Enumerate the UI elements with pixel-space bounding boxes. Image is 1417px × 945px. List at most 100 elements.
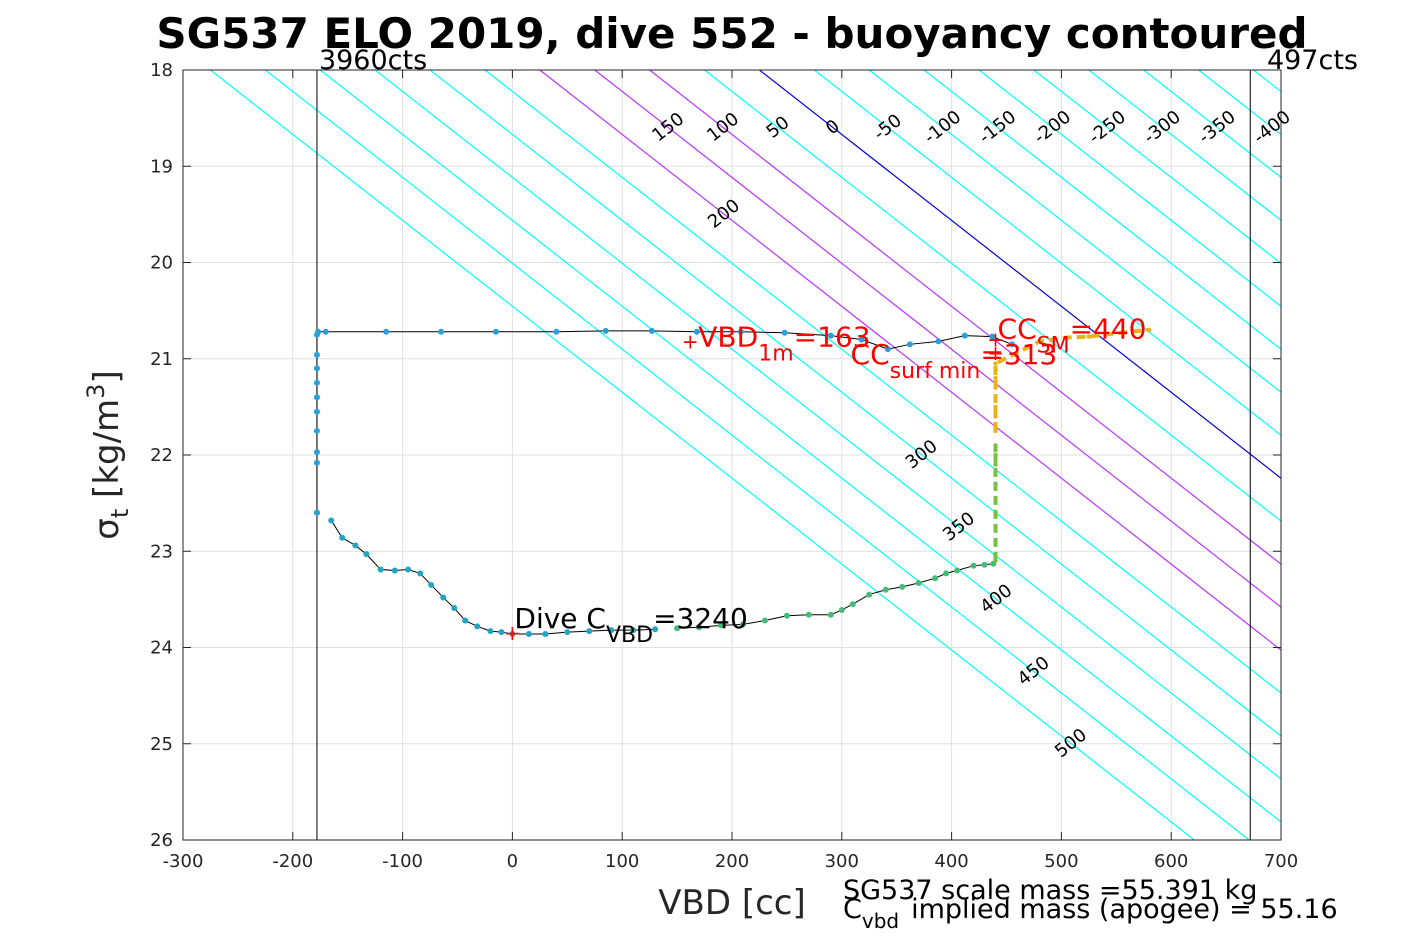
x-tick-label: 300: [825, 851, 859, 872]
data-point: [993, 414, 998, 419]
data-point: [884, 346, 891, 353]
data-point: [981, 561, 988, 568]
marker-label-value: =163: [794, 320, 871, 353]
data-point: [993, 447, 998, 453]
implied-mass-c: C: [843, 894, 862, 925]
data-point: [961, 332, 968, 339]
implied-mass-rest: implied mass (apogee) = 55.16: [911, 894, 1338, 925]
data-point: [352, 542, 359, 549]
y-tick-label: 18: [150, 60, 173, 81]
contour-line: [1088, 70, 1281, 222]
y-tick-label: 22: [150, 445, 173, 466]
x-tick-label: 600: [1154, 851, 1188, 872]
data-point: [313, 365, 320, 372]
contour-line: [704, 70, 1281, 522]
data-point: [383, 328, 390, 335]
data-point: [993, 443, 998, 448]
data-point: [313, 351, 320, 358]
data-point: [827, 611, 834, 618]
data-point: [849, 601, 856, 608]
marker-label-sub: 1m: [758, 341, 793, 366]
data-point: [761, 617, 768, 624]
data-point: [993, 558, 998, 564]
count-label: 497cts: [1267, 45, 1358, 76]
marker-plus: +: [987, 341, 1004, 365]
y-label-units: [kg/m: [87, 399, 127, 498]
data-point: [1103, 332, 1108, 337]
data-point: [906, 341, 913, 348]
data-point: [993, 395, 998, 400]
data-point: [915, 580, 922, 587]
data-point: [363, 551, 370, 558]
data-point: [737, 328, 744, 335]
svg-text:σt [kg/m3]: σt [kg/m3]: [82, 370, 134, 539]
data-point: [487, 628, 494, 635]
data-point: [989, 333, 996, 340]
data-point: [943, 570, 950, 577]
data-point: [970, 562, 977, 569]
data-point: [586, 628, 593, 635]
data-point: [932, 575, 939, 582]
data-point: [993, 404, 998, 410]
data-point: [838, 606, 845, 613]
data-point: [564, 629, 571, 636]
data-point: [553, 328, 560, 335]
x-axis-label: VBD [cc]: [658, 883, 806, 923]
data-point: [993, 524, 998, 530]
contour-line: [539, 70, 1281, 651]
y-label-sub: t: [106, 509, 134, 518]
data-point: [993, 428, 998, 434]
data-point: [1136, 328, 1141, 334]
data-point: [1008, 341, 1015, 348]
contour-line: [759, 70, 1281, 479]
marker-label-value: =3240: [653, 602, 748, 635]
data-point: [805, 611, 812, 618]
y-label-sigma: σ: [87, 518, 127, 540]
y-label-sup: 3: [82, 384, 110, 399]
data-point: [652, 626, 659, 633]
data-point: [1147, 327, 1152, 333]
data-point: [313, 408, 320, 415]
marker-label-main: CC: [998, 312, 1037, 345]
data-point: [630, 627, 637, 634]
data-point: [781, 329, 788, 336]
marker-plus: +: [682, 329, 699, 353]
data-point: [899, 583, 906, 590]
data-point: [525, 631, 532, 638]
y-tick-label: 19: [150, 156, 173, 177]
x-axis-ticks: -300 -200 -100 0 100 200 300 400 500 600 700: [163, 70, 1298, 872]
data-point: [428, 581, 435, 588]
data-point: [993, 539, 998, 544]
data-point: [993, 361, 998, 366]
marker-label: CCsurf min=313: [851, 338, 1058, 384]
data-point: [739, 621, 746, 628]
marker-label-value: =440: [1070, 312, 1147, 345]
data-point: [313, 459, 320, 466]
data-point: [1037, 339, 1042, 344]
x-tick-label: 100: [605, 851, 639, 872]
data-point: [866, 591, 873, 598]
data-point: [474, 623, 481, 630]
y-tick-label: 21: [150, 349, 173, 370]
data-point: [462, 617, 469, 624]
data-point: [1064, 335, 1070, 340]
marker-label: CCSM=440: [998, 312, 1147, 358]
marker-label-sub: surf min: [890, 359, 981, 384]
data-point: [783, 612, 790, 619]
data-point: [313, 331, 320, 338]
implied-mass-sub: vbd: [862, 909, 899, 933]
x-tick-label: 700: [1264, 851, 1298, 872]
x-tick-label: 500: [1044, 851, 1078, 872]
y-tick-label: 25: [150, 734, 173, 755]
x-tick-label: -200: [272, 851, 313, 872]
x-tick-label: 0: [507, 851, 518, 872]
y-tick-label: 23: [150, 541, 173, 562]
data-point: [498, 629, 505, 636]
data-point: [417, 570, 424, 577]
data-point: [954, 567, 961, 574]
data-point: [313, 394, 320, 401]
marker-label-main: CC: [851, 338, 890, 371]
data-point: [313, 427, 320, 434]
x-tick-label: -100: [382, 851, 423, 872]
